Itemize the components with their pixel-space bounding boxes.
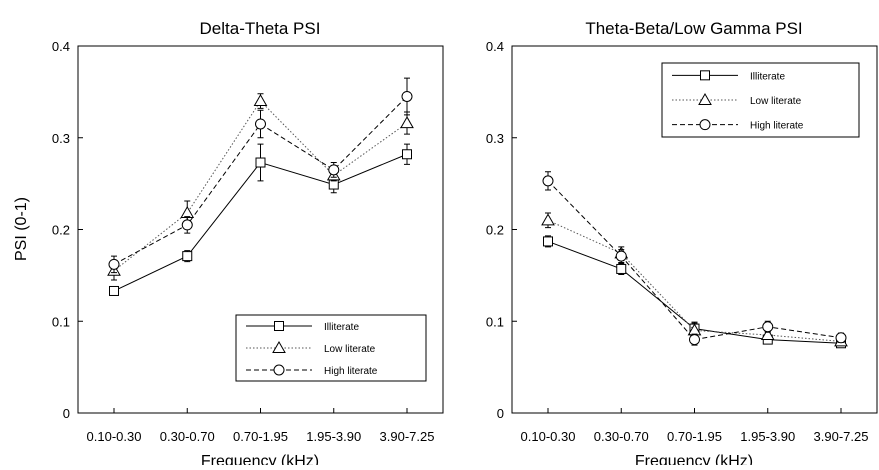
x-tick-label: 3.90-7.25 [380, 429, 435, 444]
y-tick-label: 0.4 [486, 39, 504, 54]
data-point [182, 251, 193, 262]
data-point [109, 285, 119, 296]
data-point [255, 157, 266, 168]
x-axis-label: Frequency (kHz) [201, 453, 319, 465]
chart-title: Delta-Theta PSI [200, 19, 321, 38]
legend-marker [272, 340, 286, 353]
data-point [328, 179, 339, 190]
legend-marker [698, 92, 712, 105]
y-tick-label: 0.3 [52, 131, 70, 146]
legend: Illiterate Low literate High literate [235, 314, 427, 382]
legend-entry: Illiterate [672, 70, 785, 82]
legend-marker [700, 70, 710, 81]
x-tick-label: 3.90-7.25 [814, 429, 869, 444]
data-point [542, 175, 554, 187]
legend-label: High literate [750, 121, 804, 132]
series-low-literate [541, 212, 848, 347]
data-point [543, 236, 553, 247]
chart-title: Theta-Beta/Low Gamma PSI [585, 19, 802, 38]
data-point [255, 118, 266, 130]
panel-delta-theta: Delta-Theta PSI Frequency (kHz) PSI (0-1… [13, 19, 444, 470]
legend-label: High literate [324, 366, 378, 377]
legend-label: Illiterate [324, 322, 359, 333]
legend-marker [273, 364, 285, 376]
x-tick-label: 0.30-0.70 [160, 429, 215, 444]
y-tick-label: 0.3 [486, 131, 504, 146]
legend-label: Low literate [324, 344, 376, 355]
y-axis-label: PSI (0-1) [13, 197, 30, 261]
x-axis-label: Frequency (kHz) [635, 453, 753, 465]
axes: 0 0.1 0.2 0.3 0.4 0.10-0.30 0.30-0.70 0.70-1.95… [52, 39, 435, 444]
legend: Illiterate Low literate High literate [661, 62, 860, 138]
y-tick-label: 0.4 [52, 39, 70, 54]
y-tick-label: 0.1 [486, 314, 504, 329]
legend-marker [699, 119, 711, 131]
y-tick-label: 0 [63, 406, 70, 421]
data-point [180, 205, 195, 218]
data-point [689, 334, 700, 346]
legend-entry: High literate [672, 119, 804, 132]
x-tick-label: 0.70-1.95 [233, 429, 288, 444]
legend-entry: Illiterate [246, 321, 359, 333]
x-tick-label: 0.10-0.30 [521, 429, 576, 444]
series-high-literate [108, 77, 413, 274]
data-point [253, 94, 268, 107]
data-point [181, 219, 193, 231]
series-line [113, 96, 408, 265]
x-tick-label: 0.30-0.70 [594, 429, 649, 444]
data-point [541, 213, 555, 226]
data-point [616, 263, 627, 274]
series-high-literate [542, 171, 847, 346]
axes: 0 0.1 0.2 0.3 0.4 0.10-0.30 0.30-0.70 0.70-1.95… [486, 39, 869, 444]
x-tick-label: 0.70-1.95 [667, 429, 722, 444]
y-tick-label: 0.2 [52, 223, 70, 238]
series-illiterate [109, 143, 412, 296]
x-tick-label: 0.10-0.30 [87, 429, 142, 444]
legend-label: Illiterate [750, 71, 785, 82]
y-tick-label: 0 [497, 406, 504, 421]
data-point [615, 250, 627, 262]
data-point [760, 328, 775, 341]
legend-entry: High literate [246, 364, 378, 377]
data-point [762, 321, 774, 333]
data-point [401, 90, 413, 102]
x-tick-label: 1.95-3.90 [740, 429, 795, 444]
data-point [400, 116, 414, 129]
legend-label: Low literate [750, 96, 802, 107]
series-layer [107, 77, 414, 296]
series-line [113, 100, 408, 272]
data-point [108, 258, 120, 270]
legend-entry: Low literate [672, 92, 802, 107]
x-tick-label: 1.95-3.90 [306, 429, 361, 444]
y-tick-label: 0.1 [52, 314, 70, 329]
series-layer [541, 171, 848, 349]
legend-entry: Low literate [246, 340, 376, 355]
y-tick-label: 0.2 [486, 223, 504, 238]
legend-marker [274, 321, 284, 331]
data-point [835, 332, 847, 344]
data-point [402, 149, 412, 160]
data-point [328, 164, 340, 176]
panel-theta-beta-low-gamma: Theta-Beta/Low Gamma PSI Frequency (kHz)… [486, 19, 878, 470]
series-line [547, 180, 842, 341]
